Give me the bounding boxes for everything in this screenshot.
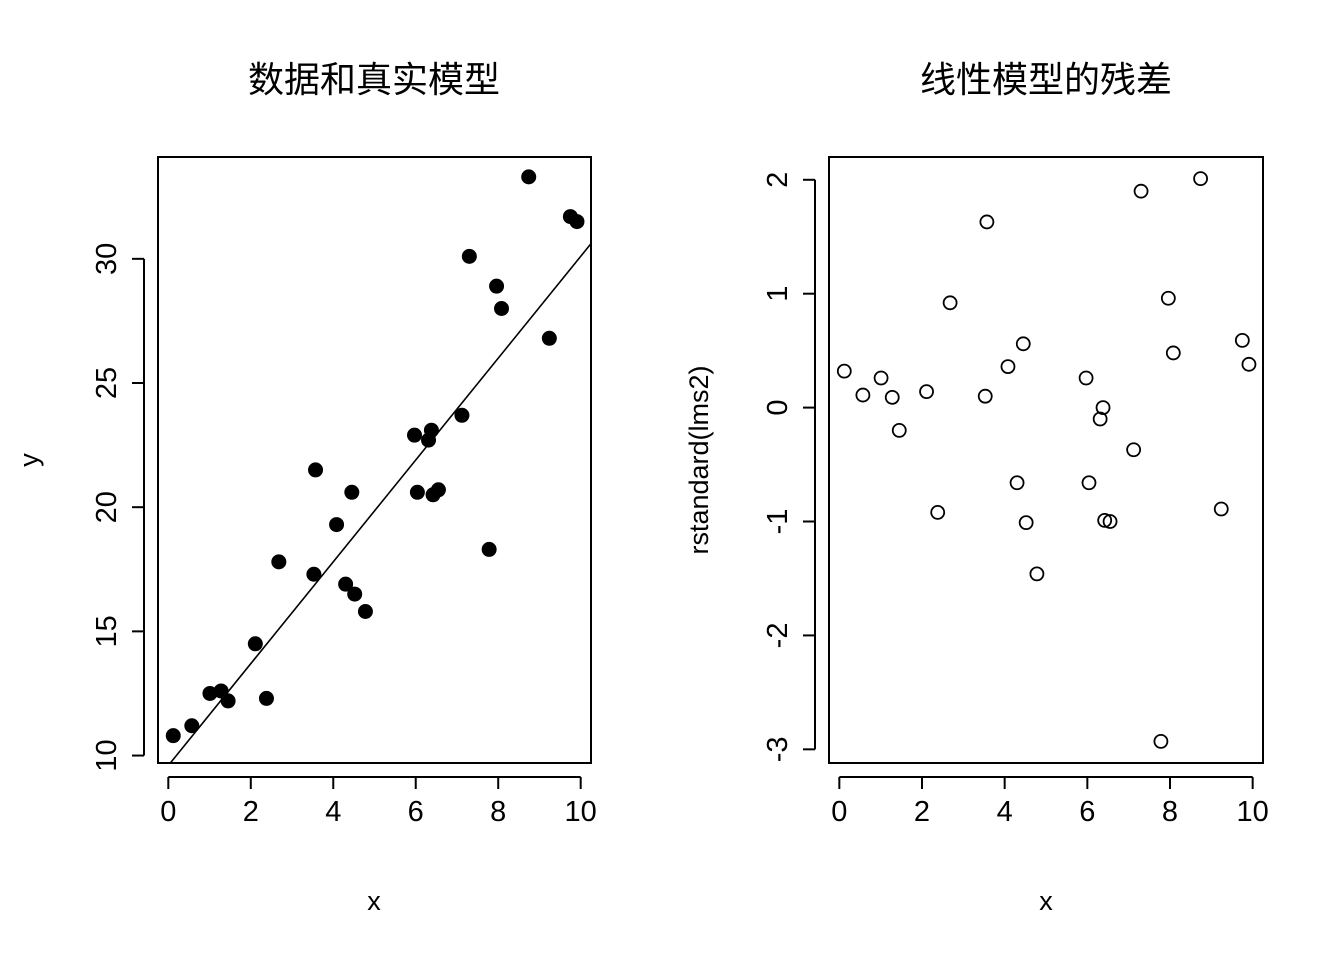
- x-axis-label: x: [1039, 886, 1053, 916]
- data-point: [165, 728, 181, 744]
- data-point: [1029, 566, 1045, 582]
- data-point: [1133, 183, 1149, 199]
- x-tick-label: 0: [160, 796, 176, 828]
- x-axis-label: x: [367, 886, 381, 916]
- scatter-panel-data-true-model: 数据和真实模型 x y 0 2 4 6 8 10 10 15 20 25 30: [14, 60, 597, 916]
- y-tick-label: 25: [91, 367, 123, 399]
- x-tick-label: 6: [408, 796, 424, 828]
- data-point: [184, 718, 200, 734]
- data-point: [494, 301, 510, 316]
- data-point: [873, 370, 889, 386]
- y-tick-label: 10: [91, 739, 123, 771]
- plot-frame: [157, 156, 592, 764]
- x-tick-label: 2: [914, 796, 930, 828]
- scatter-panel-residuals: 线性模型的残差 x rstandard(lms2) 0 2 4 6 8 10 -3-2-1…: [684, 60, 1269, 916]
- x-tick-label: 10: [1237, 796, 1269, 828]
- data-point: [308, 462, 324, 478]
- data-point: [1078, 370, 1094, 386]
- data-point: [1000, 359, 1016, 374]
- data-point: [454, 407, 470, 423]
- x-tick-label: 6: [1079, 796, 1095, 828]
- y-axis-label: rstandard(lms2): [684, 365, 714, 554]
- data-point: [541, 330, 557, 346]
- data-point: [247, 636, 263, 652]
- x-tick-label: 0: [831, 796, 847, 828]
- data-point: [1018, 515, 1034, 531]
- data-point: [271, 554, 287, 570]
- data-point: [1193, 171, 1208, 187]
- data-point: [1241, 356, 1257, 372]
- data-point: [430, 482, 446, 498]
- y-tick-label: 2: [762, 172, 794, 188]
- y-tick-label: -3: [762, 736, 794, 762]
- y-axis: -3 -2 -1 0 1 2: [762, 172, 816, 762]
- data-point: [329, 517, 345, 533]
- chart-title: 数据和真实模型: [248, 60, 500, 101]
- data-point: [220, 693, 236, 709]
- data-point: [347, 586, 363, 602]
- x-axis: 0 2 4 6 8 10: [831, 776, 1269, 828]
- data-point: [1015, 336, 1031, 352]
- data-point: [1081, 475, 1097, 491]
- true-model-line: [169, 243, 592, 764]
- y-tick-label: 1: [762, 286, 794, 302]
- data-point: [1126, 442, 1142, 458]
- y-tick-label: 20: [91, 491, 123, 523]
- data-point: [1095, 400, 1111, 416]
- y-axis-label: y: [14, 453, 44, 467]
- true-model-line: [169, 243, 592, 764]
- data-point: [409, 484, 425, 500]
- data-point: [489, 278, 505, 294]
- data-point: [407, 427, 423, 443]
- data-point: [344, 484, 360, 500]
- data-point: [1160, 290, 1176, 306]
- x-tick-label: 8: [1162, 796, 1178, 828]
- data-point: [423, 422, 439, 438]
- y-tick-label: -1: [762, 509, 794, 535]
- plot-frame: [828, 156, 1264, 764]
- data-point: [855, 387, 871, 403]
- data-point: [884, 389, 900, 405]
- data-point: [569, 214, 585, 230]
- data-point: [942, 295, 958, 311]
- data-point: [930, 504, 946, 520]
- x-tick-label: 10: [565, 796, 597, 828]
- data-point: [258, 690, 274, 706]
- x-tick-label: 8: [490, 796, 506, 828]
- data-point: [1213, 501, 1229, 517]
- x-tick-label: 2: [243, 796, 259, 828]
- data-points: [165, 169, 585, 744]
- data-point: [357, 604, 373, 619]
- x-tick-label: 4: [325, 796, 341, 828]
- data-point: [836, 363, 852, 379]
- data-point: [891, 422, 907, 438]
- y-tick-label: 0: [762, 400, 794, 416]
- data-point: [1153, 733, 1169, 749]
- data-point: [461, 248, 477, 264]
- y-axis: 10 15 20 25 30: [91, 243, 145, 772]
- data-point: [1234, 332, 1250, 348]
- data-point: [1165, 345, 1181, 361]
- data-point: [481, 541, 497, 557]
- data-point: [979, 214, 995, 230]
- y-tick-label: 30: [91, 243, 123, 275]
- data-point: [1102, 514, 1118, 529]
- data-point: [338, 576, 354, 592]
- x-axis: 0 2 4 6 8 10: [160, 776, 597, 828]
- y-tick-label: 15: [91, 615, 123, 647]
- data-point: [1097, 512, 1113, 528]
- x-tick-label: 4: [997, 796, 1013, 828]
- data-point: [306, 566, 322, 582]
- data-point: [521, 169, 537, 185]
- data-point: [919, 384, 934, 400]
- residual-points: [836, 171, 1257, 749]
- y-tick-label: -2: [762, 623, 794, 649]
- data-point: [1009, 475, 1025, 491]
- data-point: [977, 388, 993, 404]
- chart-title: 线性模型的残差: [920, 60, 1172, 101]
